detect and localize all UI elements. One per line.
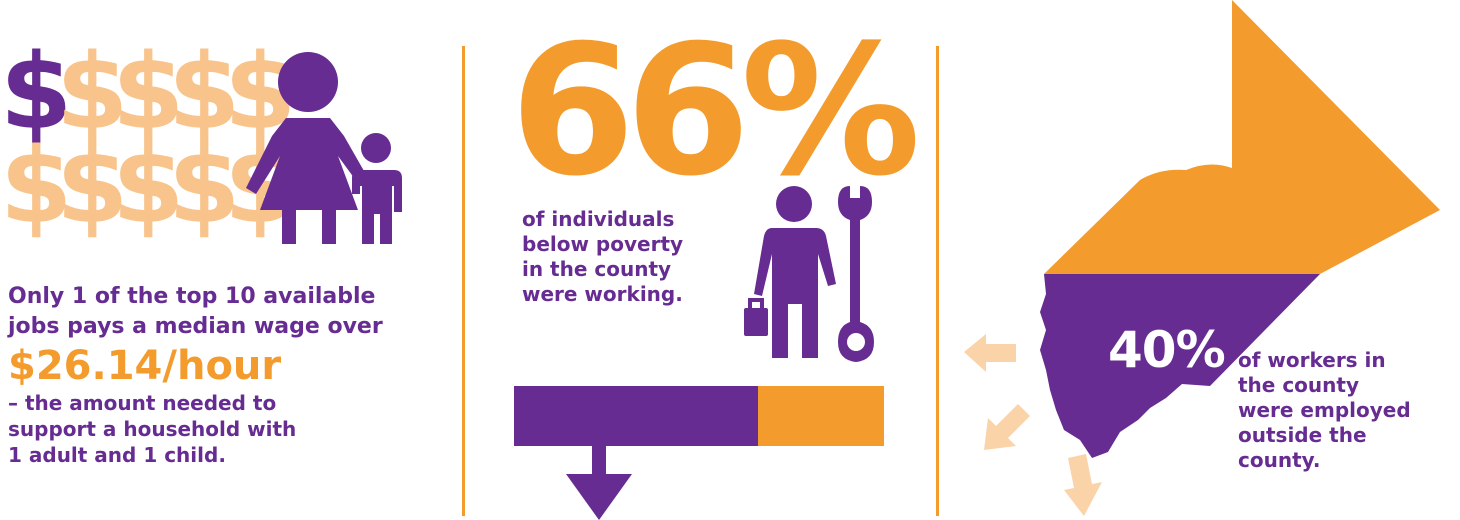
commute-line-5: county. <box>1238 448 1321 472</box>
poverty-percent: 66% <box>510 7 921 216</box>
dollar-icon: $ <box>56 31 129 153</box>
commute-line-3: were employed <box>1238 398 1411 422</box>
poverty-line-3: in the county <box>522 257 672 281</box>
child-icon <box>352 133 402 244</box>
bar-working-segment <box>514 386 758 446</box>
toolbox-icon <box>744 308 768 336</box>
commute-line-2: the county <box>1238 373 1359 397</box>
county-map-upper <box>1044 0 1440 274</box>
poverty-description: of individuals below poverty in the coun… <box>522 207 752 307</box>
dollar-icon: $ <box>168 31 241 153</box>
wage-sub-3: 1 adult and 1 child. <box>8 443 226 467</box>
dollar-icon: $ <box>0 31 73 153</box>
wage-sub-2: support a household with <box>8 417 297 441</box>
parent-child-icon <box>246 52 402 244</box>
poverty-line-2: below poverty <box>522 232 684 256</box>
wage-sub-1: – the amount needed to <box>8 391 277 415</box>
poverty-line-4: were working. <box>522 282 683 306</box>
outbound-arrow-icon <box>964 334 1016 372</box>
dollar-icon: $ <box>168 125 241 247</box>
divider-right <box>936 46 939 516</box>
outbound-arrow-icon <box>984 404 1030 450</box>
wrench-icon <box>838 186 874 362</box>
bar-not-working-segment <box>758 386 884 446</box>
worker-icon <box>744 186 874 362</box>
wage-line-2: jobs pays a median wage over <box>8 314 383 339</box>
dollar-icon: $ <box>0 125 73 247</box>
dollar-icon: $ <box>112 31 185 153</box>
poverty-line-1: of individuals <box>522 207 675 231</box>
commute-percent: 40% <box>1108 321 1226 379</box>
commute-description: of workers in the county were employed o… <box>1238 348 1458 473</box>
divider-left <box>462 46 465 516</box>
wage-value: $26.14/hour <box>8 343 282 389</box>
commute-line-1: of workers in <box>1238 348 1386 372</box>
dollar-icon: $ <box>112 125 185 247</box>
working-proportion-bar <box>514 386 884 446</box>
dollar-icon: $ <box>56 125 129 247</box>
outbound-arrow-icon <box>1064 454 1102 516</box>
adult-icon <box>246 52 368 244</box>
wage-line-1: Only 1 of the top 10 available <box>8 284 376 309</box>
county-map <box>964 0 1440 516</box>
down-arrow-icon <box>566 444 632 520</box>
commute-line-4: outside the <box>1238 423 1367 447</box>
county-map-lower <box>1040 274 1320 458</box>
wage-description: Only 1 of the top 10 available jobs pays… <box>8 282 428 468</box>
